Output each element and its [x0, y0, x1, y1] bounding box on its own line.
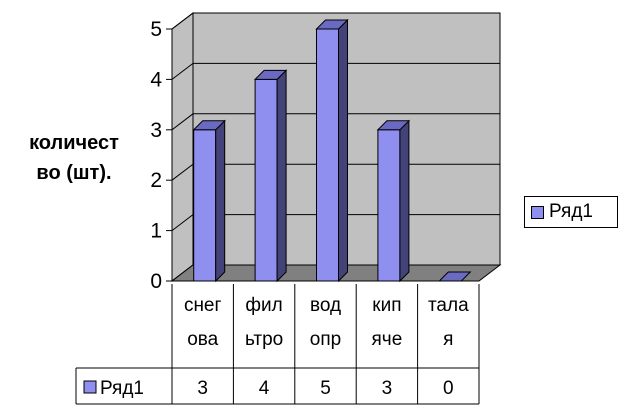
- y-tick-label: 0: [150, 270, 162, 293]
- table-value: 0: [443, 378, 454, 399]
- bar-top: [253, 69, 288, 80]
- y-tick-label: 2: [150, 169, 162, 192]
- y-axis-label-line-1: количест: [29, 132, 119, 154]
- bar-side: [338, 18, 348, 283]
- table-value: 5: [320, 378, 331, 399]
- x-tick-label: ова: [187, 329, 218, 350]
- x-tick-label: ьтро: [245, 329, 283, 350]
- x-tick-label: фил: [245, 295, 282, 316]
- bar-side: [399, 119, 410, 283]
- table-value: 4: [259, 378, 270, 399]
- gridline: [171, 12, 500, 30]
- gridline: [171, 62, 500, 80]
- bar-side: [215, 119, 226, 283]
- table-series-name: Ряд1: [100, 378, 144, 399]
- bar: [192, 119, 226, 283]
- bar: [315, 18, 349, 283]
- x-tick-label: тала: [428, 295, 469, 316]
- y-tick-label: 1: [150, 220, 162, 243]
- y-tick-label: 4: [150, 68, 162, 91]
- table-legend-key: [83, 380, 97, 394]
- bar-side: [276, 69, 287, 283]
- bar-front: [254, 78, 278, 282]
- table-value: 3: [197, 378, 208, 399]
- bar-top: [438, 271, 472, 282]
- bar: [376, 119, 411, 283]
- x-tick-label: снег: [184, 295, 222, 316]
- bar-top: [376, 120, 411, 131]
- x-tick-label: вод: [310, 295, 341, 316]
- bar: [253, 69, 288, 283]
- x-tick-label: опр: [310, 329, 341, 350]
- legend-label: Ряд1: [549, 201, 593, 222]
- bar-front: [316, 28, 339, 282]
- y-axis-label: количест во (шт).: [4, 128, 144, 188]
- bar-top: [315, 19, 349, 30]
- side-wall: [171, 11, 194, 283]
- y-tick-label: 5: [150, 18, 162, 41]
- bar-front: [193, 129, 217, 282]
- x-tick-label: яче: [372, 329, 403, 350]
- table-value: 3: [382, 378, 393, 399]
- y-axis-label-line-2: во (шт).: [36, 162, 112, 184]
- legend-swatch: [531, 205, 544, 219]
- x-tick-label: кип: [372, 295, 401, 316]
- bar-top: [192, 120, 226, 131]
- legend: Ряд1: [524, 196, 618, 228]
- bar: [438, 271, 472, 282]
- bar-front: [377, 129, 401, 282]
- y-tick-label: 3: [150, 119, 162, 142]
- x-tick-label: я: [443, 329, 453, 350]
- gridline: [171, 113, 500, 131]
